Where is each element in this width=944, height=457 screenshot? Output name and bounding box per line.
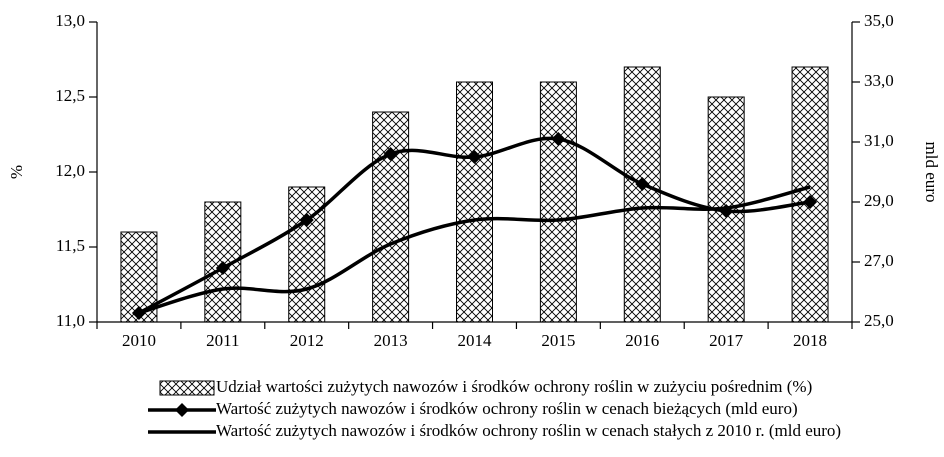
bar <box>456 81 493 323</box>
x-tick-label: 2014 <box>458 331 493 350</box>
y-axis-label: % <box>7 165 26 179</box>
y-tick-label: 13,0 <box>55 11 85 30</box>
y2-tick-label: 29,0 <box>864 191 894 210</box>
y-tick-label: 12,0 <box>55 161 85 180</box>
marker <box>467 150 482 164</box>
marker <box>803 195 818 209</box>
marker <box>383 147 398 161</box>
x-tick-label: 2013 <box>374 331 408 350</box>
line <box>138 185 811 315</box>
bar <box>372 111 410 323</box>
x-tick-label: 2010 <box>122 331 156 350</box>
legend-marker <box>175 403 189 417</box>
y2-tick-label: 31,0 <box>864 131 894 150</box>
x-tick-label: 2011 <box>206 331 239 350</box>
marker <box>299 213 314 227</box>
x-tick-label: 2017 <box>709 331 744 350</box>
y-tick-label: 11,0 <box>56 311 85 330</box>
legend-label: Udział wartości zużytych nawozów i środk… <box>216 377 812 396</box>
x-tick-label: 2012 <box>290 331 324 350</box>
x-tick-label: 2018 <box>793 331 827 350</box>
y2-tick-label: 25,0 <box>864 311 894 330</box>
bar <box>791 66 829 323</box>
legend-label: Wartość zużytych nawozów i środków ochro… <box>216 399 798 418</box>
marker <box>551 132 566 146</box>
bar <box>539 81 577 323</box>
x-tick-label: 2016 <box>625 331 659 350</box>
y-tick-label: 12,5 <box>55 86 85 105</box>
y2-axis-label: mld euro <box>922 142 941 203</box>
legend-swatch <box>159 380 215 396</box>
x-tick-label: 2015 <box>541 331 575 350</box>
marker <box>215 261 230 275</box>
legend-label: Wartość zużytych nawozów i środków ochro… <box>216 421 841 440</box>
y2-tick-label: 33,0 <box>864 71 894 90</box>
bar <box>623 66 661 323</box>
bar <box>288 186 326 323</box>
y-tick-label: 11,5 <box>56 236 85 255</box>
y2-tick-label: 27,0 <box>864 251 894 270</box>
y2-tick-label: 35,0 <box>864 11 894 30</box>
marker <box>635 177 650 191</box>
